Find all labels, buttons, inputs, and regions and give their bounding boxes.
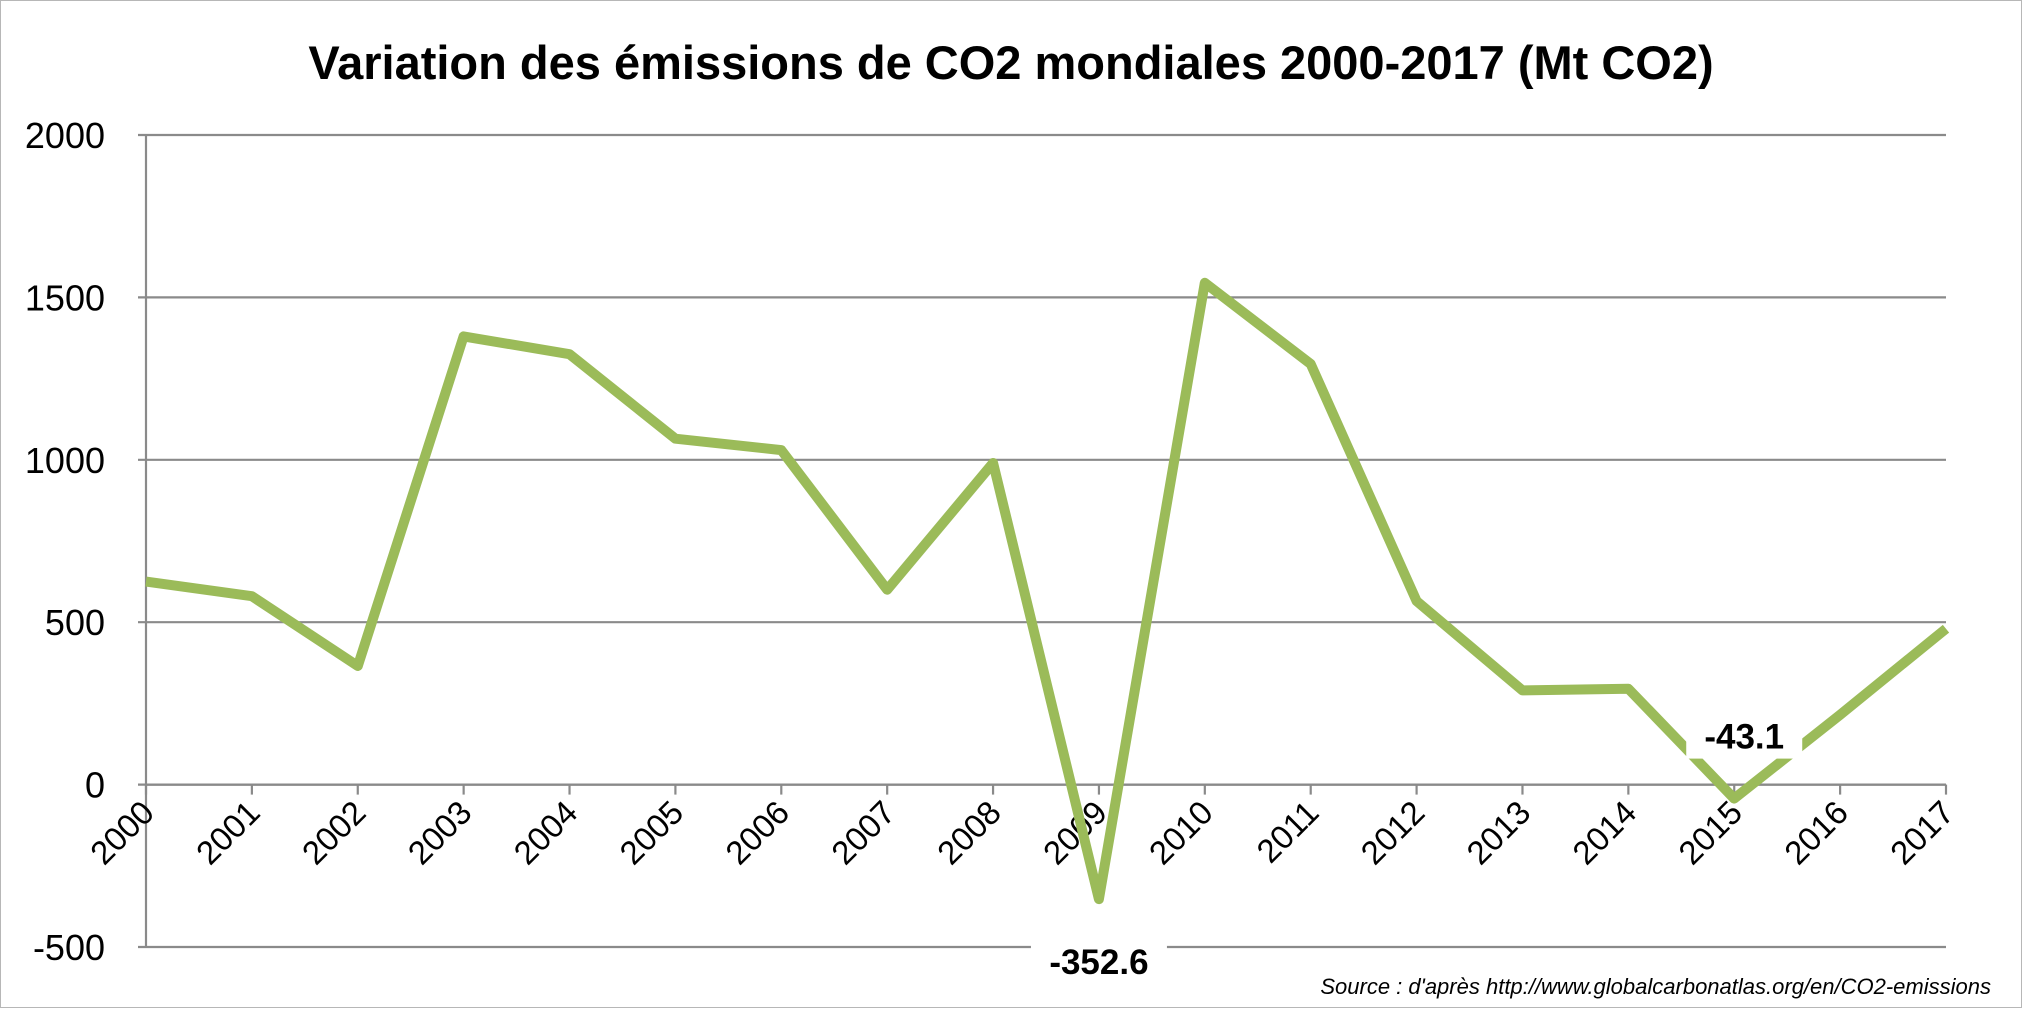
y-tick-label: 500 (45, 602, 105, 643)
data-point (142, 578, 150, 586)
data-point (1624, 685, 1632, 693)
data-point (1307, 360, 1315, 368)
y-tick-label: 1000 (25, 440, 105, 481)
y-tick-label: 2000 (25, 115, 105, 156)
data-point (883, 586, 891, 594)
x-tick-label: 2010 (1142, 793, 1220, 871)
data-point (354, 662, 362, 670)
axes (144, 135, 1948, 947)
data-label: -43.1 (1704, 718, 1784, 757)
data-point (671, 435, 679, 443)
data-label: -352.6 (1049, 943, 1148, 982)
x-tick-label: 2006 (718, 793, 796, 871)
data-point (777, 446, 785, 454)
chart-title: Variation des émissions de CO2 mondiales… (308, 36, 1713, 89)
data-point (460, 332, 468, 340)
x-tick-label: 2014 (1565, 793, 1643, 871)
x-tick-label: 2005 (612, 793, 690, 871)
data-point (1730, 795, 1738, 803)
data-point (1201, 279, 1209, 287)
y-tick-labels: 2000 1500 1000 500 0 -500 (25, 115, 105, 968)
data-point (1836, 711, 1844, 719)
x-tick-label: 2007 (824, 793, 902, 871)
x-tick-label: 2002 (295, 793, 373, 871)
x-tick-label: 2001 (189, 793, 267, 871)
x-tick-label: 2017 (1883, 793, 1961, 871)
x-tick-label: 2004 (506, 793, 584, 871)
data-point (566, 350, 574, 358)
x-tick-label: 2008 (930, 793, 1008, 871)
x-tick-label: 2015 (1671, 793, 1749, 871)
data-point (1413, 597, 1421, 605)
series-layer (142, 277, 1950, 905)
annotations: -352.6 -43.1 (1030, 716, 1803, 985)
y-tick-label: -500 (33, 927, 105, 968)
annotation-bg (1686, 716, 1803, 759)
x-tick-label: 2016 (1777, 793, 1855, 871)
data-point (1942, 625, 1950, 633)
y-tick-label: 0 (85, 765, 105, 806)
annotation-bg (1030, 942, 1167, 985)
data-point (1095, 895, 1103, 903)
data-point (1518, 686, 1526, 694)
gridlines (138, 133, 1946, 949)
x-tick-label: 2003 (401, 793, 479, 871)
series-line (145, 277, 1950, 905)
x-tick-label: 2011 (1249, 793, 1325, 869)
data-point (989, 459, 997, 467)
y-tick-label: 1500 (25, 277, 105, 318)
source-note: Source : d'après http://www.globalcarbon… (1320, 974, 1991, 999)
x-tick-label: 2013 (1459, 793, 1537, 871)
x-tick-labels: 2000 2001 2002 2003 2004 2005 2006 2007 2008 2009… (83, 793, 1961, 871)
data-point (248, 592, 256, 600)
x-tick-label: 2012 (1353, 793, 1431, 871)
